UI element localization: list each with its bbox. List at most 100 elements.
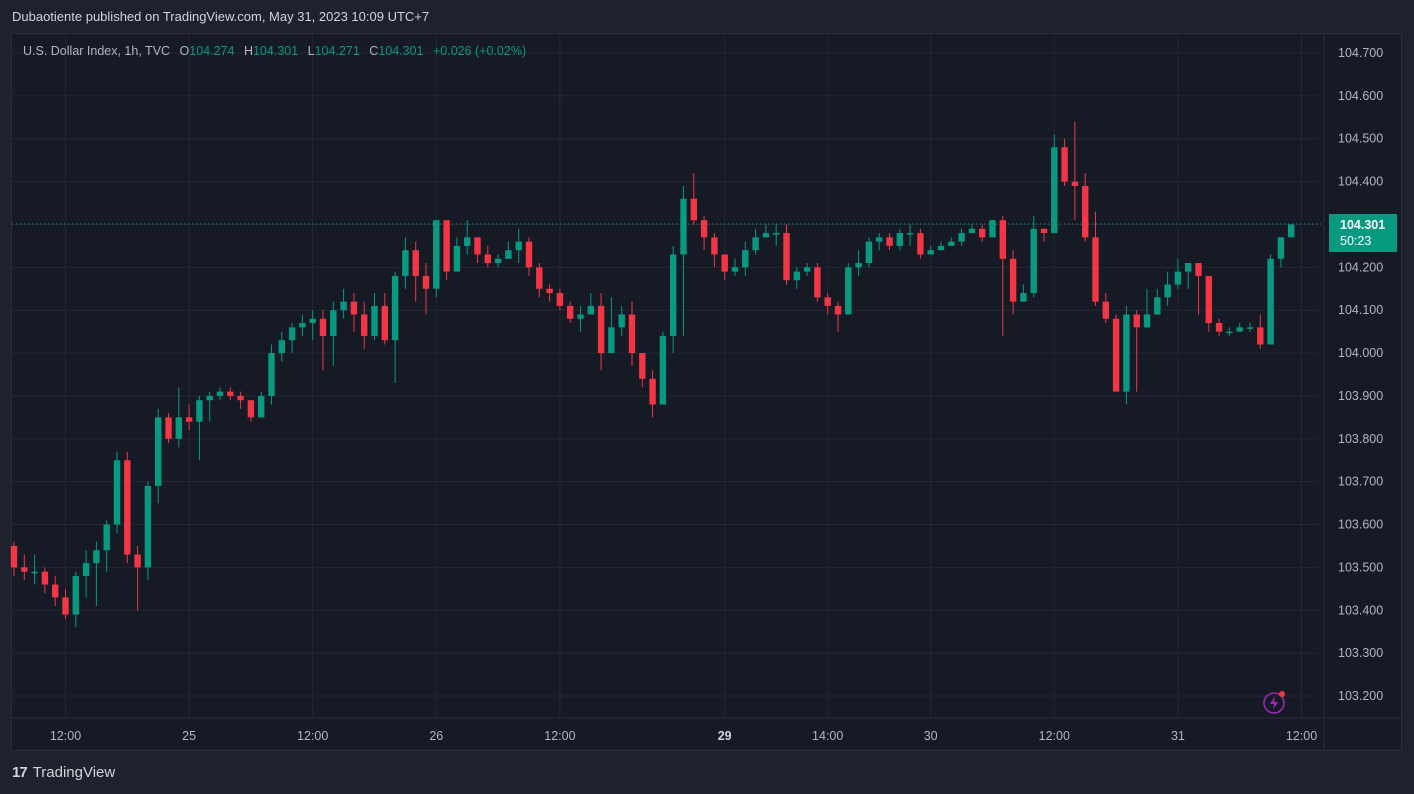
candle[interactable]	[350, 293, 358, 332]
candle[interactable]	[206, 391, 213, 422]
candle[interactable]	[1051, 134, 1058, 234]
candle[interactable]	[361, 301, 368, 349]
candle[interactable]	[628, 301, 636, 366]
candle[interactable]	[783, 224, 790, 285]
candle[interactable]	[144, 481, 152, 581]
candle[interactable]	[896, 228, 903, 251]
candle[interactable]	[968, 224, 976, 234]
candle[interactable]	[855, 250, 862, 276]
candle[interactable]	[505, 241, 512, 259]
lightning-icon[interactable]	[1262, 689, 1288, 715]
candle[interactable]	[371, 293, 378, 341]
candle[interactable]	[608, 297, 615, 354]
candle[interactable]	[433, 220, 440, 298]
candle[interactable]	[1030, 215, 1037, 298]
candle[interactable]	[1185, 263, 1192, 289]
candle[interactable]	[165, 413, 172, 444]
candle[interactable]	[865, 237, 873, 268]
candle[interactable]	[886, 233, 893, 251]
candle[interactable]	[948, 237, 955, 246]
candle[interactable]	[1123, 305, 1130, 405]
candle[interactable]	[700, 215, 708, 251]
candle[interactable]	[999, 215, 1006, 336]
candle[interactable]	[525, 237, 533, 276]
candle[interactable]	[762, 224, 770, 238]
candle[interactable]	[670, 245, 677, 354]
candle[interactable]	[474, 237, 481, 264]
candle[interactable]	[1215, 318, 1223, 336]
candle[interactable]	[21, 554, 28, 581]
candle[interactable]	[258, 391, 265, 418]
candle[interactable]	[464, 220, 471, 255]
candle[interactable]	[536, 263, 543, 298]
candle[interactable]	[1112, 314, 1120, 392]
candle[interactable]	[82, 550, 90, 598]
candle[interactable]	[402, 237, 409, 289]
candle[interactable]	[1226, 327, 1233, 336]
candle[interactable]	[834, 301, 842, 332]
candle[interactable]	[958, 228, 965, 246]
candle[interactable]	[1288, 224, 1295, 238]
candle[interactable]	[649, 370, 656, 418]
candle[interactable]	[752, 228, 759, 255]
candle[interactable]	[484, 245, 491, 268]
candle[interactable]	[546, 284, 553, 302]
candle[interactable]	[1082, 173, 1089, 242]
candle[interactable]	[381, 293, 388, 345]
candle[interactable]	[93, 541, 100, 606]
candle[interactable]	[876, 233, 883, 251]
candle[interactable]	[567, 301, 574, 324]
candle[interactable]	[288, 323, 296, 354]
candle[interactable]	[196, 395, 203, 461]
candle[interactable]	[927, 245, 934, 255]
candle[interactable]	[422, 263, 430, 315]
candle[interactable]	[917, 228, 924, 259]
candle[interactable]	[690, 173, 697, 225]
candle[interactable]	[1061, 138, 1068, 186]
candle[interactable]	[494, 254, 502, 268]
tradingview-logo[interactable]: 17 TradingView	[12, 764, 115, 781]
candle[interactable]	[793, 267, 800, 289]
candle[interactable]	[185, 404, 193, 431]
candle[interactable]	[1236, 323, 1243, 332]
candle[interactable]	[577, 305, 584, 332]
candle[interactable]	[803, 263, 811, 276]
candle[interactable]	[1246, 323, 1254, 332]
candle[interactable]	[1195, 263, 1202, 315]
candle[interactable]	[1164, 271, 1171, 306]
candle[interactable]	[247, 400, 255, 422]
candle[interactable]	[412, 241, 419, 302]
candle[interactable]	[814, 263, 821, 302]
candle[interactable]	[1071, 121, 1079, 221]
candle[interactable]	[113, 451, 121, 534]
candle[interactable]	[124, 451, 131, 564]
candle[interactable]	[453, 237, 461, 272]
candle[interactable]	[824, 293, 831, 315]
candle[interactable]	[680, 185, 687, 336]
chart-frame[interactable]	[11, 33, 1402, 751]
candle[interactable]	[556, 288, 564, 311]
candle[interactable]	[1205, 275, 1212, 332]
candle[interactable]	[989, 220, 996, 238]
candle[interactable]	[330, 301, 337, 366]
candle[interactable]	[711, 233, 718, 268]
candle[interactable]	[1257, 314, 1264, 349]
candle[interactable]	[618, 305, 625, 336]
candle[interactable]	[268, 344, 275, 405]
candle[interactable]	[52, 575, 59, 606]
candle[interactable]	[309, 310, 316, 341]
candle[interactable]	[103, 520, 110, 572]
candle[interactable]	[1174, 258, 1182, 289]
candle[interactable]	[1154, 288, 1161, 315]
candle[interactable]	[1267, 254, 1274, 345]
candle[interactable]	[659, 331, 667, 405]
candle[interactable]	[62, 588, 69, 619]
candle[interactable]	[391, 271, 399, 384]
candle[interactable]	[1092, 211, 1099, 306]
symbol-label[interactable]: U.S. Dollar Index, 1h, TVC	[23, 44, 171, 58]
candle[interactable]	[340, 288, 347, 319]
candle[interactable]	[1143, 288, 1151, 328]
candle[interactable]	[845, 263, 852, 315]
candle[interactable]	[1040, 228, 1048, 242]
